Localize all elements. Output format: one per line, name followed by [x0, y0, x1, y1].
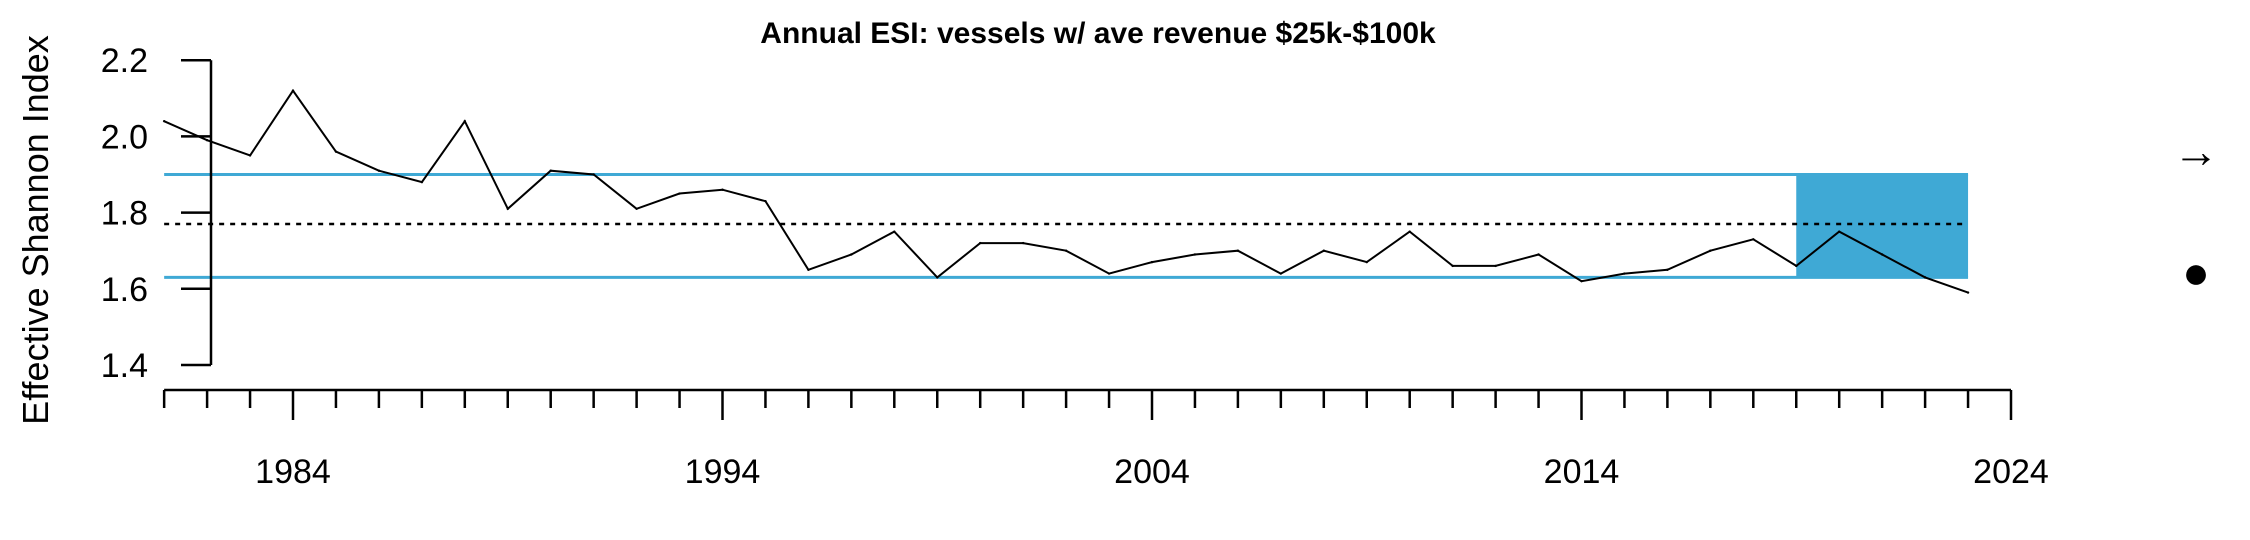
trend-arrow-icon: → [2173, 125, 2219, 177]
data-point [377, 169, 381, 172]
chart-title: Annual ESI: vessels w/ ave revenue $25k-… [760, 17, 1436, 50]
data-point [1966, 291, 1970, 294]
data-point [979, 241, 982, 245]
series-layer [162, 88, 1970, 294]
x-tick-label: 2024 [1973, 453, 2049, 491]
data-point [1193, 253, 1197, 256]
data-point [1021, 241, 1025, 245]
x-tick-label: 1994 [685, 453, 761, 491]
y-tick-label: 1.6 [101, 271, 148, 309]
data-point [850, 253, 853, 256]
data-point [1795, 264, 1798, 268]
data-point [893, 230, 896, 233]
y-tick-label: 2.0 [101, 118, 148, 156]
x-tick-label: 2014 [1544, 453, 1620, 491]
data-point [162, 119, 166, 123]
data-point [592, 173, 595, 176]
data-point [1838, 230, 1841, 233]
data-point [936, 276, 939, 279]
y-tick-label: 2.2 [101, 42, 148, 80]
data-point [1880, 253, 1884, 256]
y-tick-label: 1.4 [101, 347, 148, 385]
axes-layer: 1.4 1.6 1.8 2.0 2.2 1984 1994 2004 2014 2024 [101, 42, 2049, 491]
x-tick-label: 2004 [1114, 453, 1190, 491]
data-point [807, 268, 810, 271]
data-point [248, 154, 252, 157]
x-tick-label: 1984 [255, 453, 331, 491]
data-point [463, 119, 466, 123]
data-point [635, 207, 638, 210]
data-point [420, 180, 424, 184]
data-point [1365, 260, 1368, 264]
reference-lines-layer [164, 173, 1969, 279]
data-point [1537, 253, 1540, 256]
data-point [1580, 279, 1583, 283]
series-line [163, 88, 1969, 294]
data-point [549, 169, 552, 172]
data-point [334, 150, 338, 153]
data-point [205, 139, 209, 142]
data-point [1107, 272, 1111, 275]
data-point [1236, 249, 1240, 252]
data-point [1666, 268, 1669, 271]
data-point [506, 207, 509, 210]
data-point [1451, 264, 1454, 268]
data-point [1408, 230, 1411, 233]
data-point [1623, 272, 1626, 275]
y-tick-label: 1.8 [101, 195, 148, 233]
data-point [1150, 260, 1154, 264]
data-point [1279, 272, 1283, 275]
data-point [1709, 249, 1712, 252]
data-point [764, 199, 767, 203]
data-point [678, 192, 681, 195]
data-point [1923, 276, 1927, 279]
trend-dot-icon: ● [2182, 246, 2210, 298]
y-axis-label: Effective Shannon Index [15, 35, 56, 425]
data-point [1494, 264, 1497, 268]
data-point [291, 89, 295, 92]
highlight-box [1796, 174, 1969, 278]
data-point [1064, 249, 1068, 252]
data-point [721, 188, 724, 191]
data-point [1752, 238, 1755, 241]
highlight-layer [1796, 174, 1969, 278]
data-point [1322, 249, 1326, 252]
